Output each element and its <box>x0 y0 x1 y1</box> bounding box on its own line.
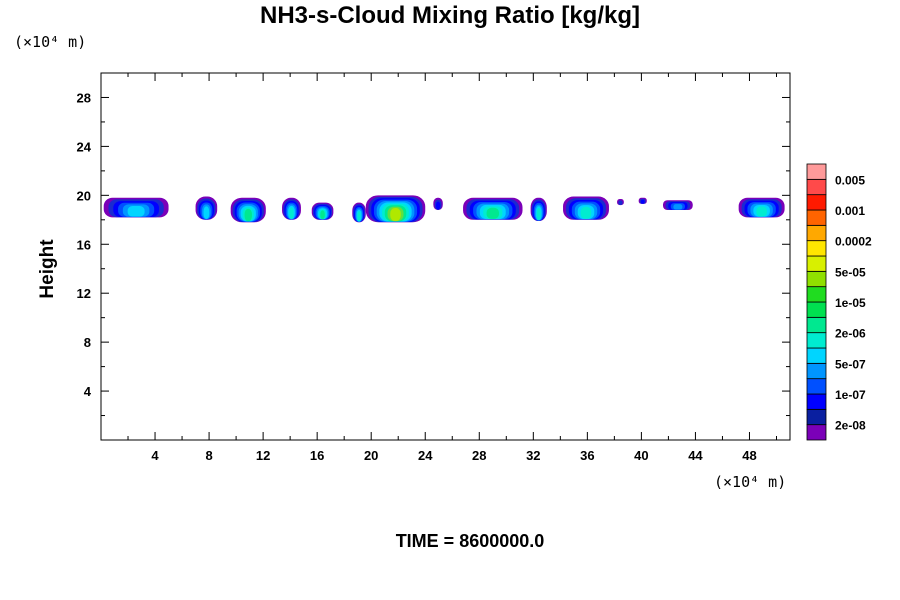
cloud-layer <box>103 195 785 223</box>
colorbar-label: 0.005 <box>835 173 865 187</box>
colorbar-swatch <box>806 270 827 288</box>
cloud-contour <box>127 206 145 217</box>
colorbar-label: 5e-05 <box>835 265 866 279</box>
cloud-contour <box>756 206 767 217</box>
y-tick-label: 28 <box>77 90 91 105</box>
y-tick-label: 16 <box>77 237 91 252</box>
colorbar-swatch <box>806 240 827 257</box>
cloud-contour <box>618 200 623 205</box>
cloud-contour <box>640 199 645 204</box>
x-tick-label: 8 <box>205 448 212 463</box>
cloud-contour <box>320 210 325 220</box>
colorbar: 2e-08 1e-07 5e-07 2e-06 1e-05 5e-05 0.0002 0.00… <box>806 163 872 441</box>
time-label: TIME = 8600000.0 <box>395 531 545 551</box>
x-tick-label: 32 <box>526 448 540 463</box>
colorbar-label: 1e-05 <box>835 296 866 310</box>
x-tick-label: 28 <box>472 448 486 463</box>
y-tick-label: 20 <box>77 188 91 203</box>
x-tick-label: 20 <box>364 448 378 463</box>
cloud-contour <box>536 208 541 221</box>
colorbar-swatch <box>806 224 827 242</box>
colorbar-swatch <box>806 301 827 318</box>
cloud-contour <box>486 207 500 219</box>
x-tick-label: 40 <box>634 448 648 463</box>
cloud-contour <box>357 211 361 222</box>
y-tick-label: 24 <box>77 139 92 154</box>
chart-title: NH3-s-Cloud Mixing Ratio [kg/kg] <box>260 2 640 29</box>
colorbar-label: 0.001 <box>835 204 865 218</box>
colorbar-swatch <box>806 194 827 211</box>
x-tick-label: 44 <box>688 448 703 463</box>
colorbar-swatch <box>806 286 827 303</box>
plot-frame <box>100 72 791 441</box>
colorbar-label: 2e-06 <box>835 327 866 341</box>
y-tick-label: 12 <box>77 286 91 301</box>
y-tick-label: 8 <box>84 335 91 350</box>
colorbar-swatch <box>806 316 827 334</box>
cloud-contour <box>580 206 592 219</box>
x-tick-label: 12 <box>256 448 270 463</box>
cloud-contour <box>203 206 210 219</box>
colorbar-label: 2e-08 <box>835 419 866 433</box>
y-unit-label: (×10⁴ m) <box>14 33 87 51</box>
x-tick-label: 4 <box>151 448 159 463</box>
colorbar-swatch <box>806 424 827 441</box>
colorbar-label: 0.0002 <box>835 235 872 249</box>
cloud-contour <box>435 201 441 210</box>
colorbar-label: 5e-07 <box>835 357 866 371</box>
colorbar-swatch <box>806 378 827 395</box>
cloud-contour <box>289 207 294 219</box>
colorbar-swatch <box>806 362 827 380</box>
colorbar-swatch <box>806 393 827 410</box>
x-tick-label: 36 <box>580 448 594 463</box>
colorbar-swatch <box>806 163 827 180</box>
colorbar-swatch <box>806 178 827 196</box>
x-tick-label: 48 <box>742 448 756 463</box>
colorbar-swatch <box>806 209 827 226</box>
x-tick-label: 24 <box>418 448 433 463</box>
cloud-contour <box>390 208 401 222</box>
x-tick-label: 16 <box>310 448 324 463</box>
colorbar-swatch <box>806 255 827 272</box>
y-tick-label: 4 <box>84 384 92 399</box>
colorbar-swatch <box>806 347 827 364</box>
cloud-contour <box>244 208 252 222</box>
colorbar-label: 1e-07 <box>835 388 866 402</box>
colorbar-swatch <box>806 332 827 349</box>
cloud-contour <box>673 204 683 210</box>
colorbar-swatch <box>806 408 827 426</box>
x-unit-label: (×10⁴ m) <box>714 473 787 491</box>
